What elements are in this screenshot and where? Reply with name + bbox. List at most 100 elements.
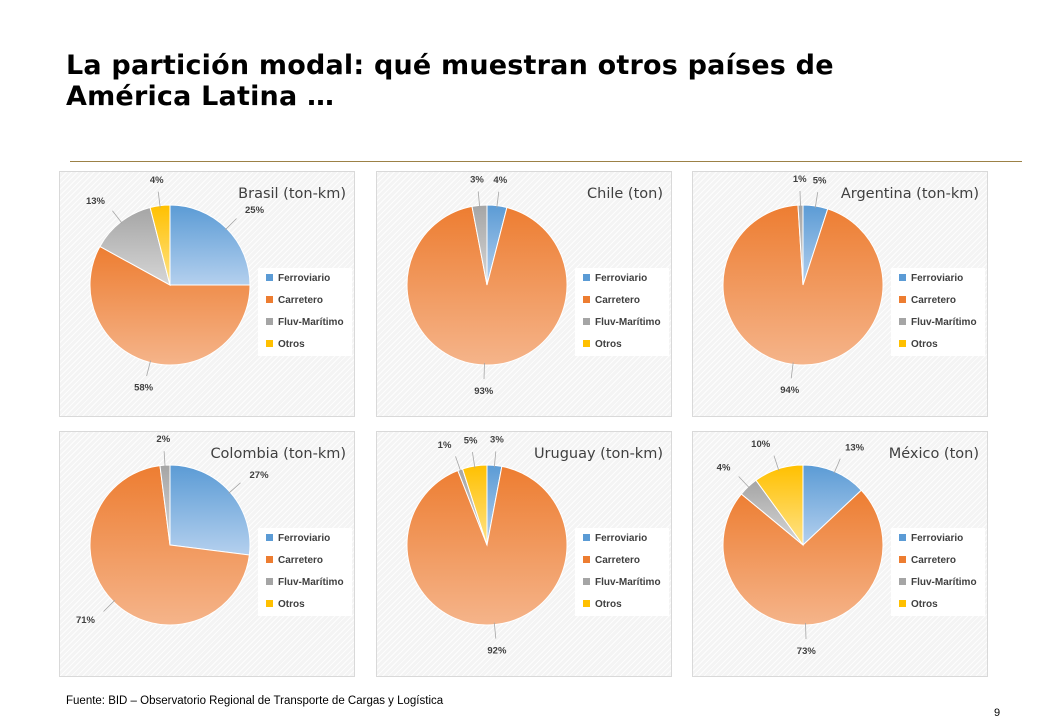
leader-line-colombia-fluv-maritimo: [163, 451, 166, 468]
chart-panel-chile: 4% 93% 3% Chile (ton) Ferroviario Carretero Fl…: [376, 171, 672, 417]
legend-label-argentina-ferroviario: Ferroviario: [911, 273, 963, 284]
legend-label-colombia-carretero: Carretero: [278, 555, 323, 566]
legend-swatch-brasil-fluv-maritimo: [266, 318, 273, 325]
chart-title-argentina: Argentina (ton-km): [841, 186, 979, 202]
legend-swatch-argentina-carretero: [899, 296, 906, 303]
pie-chart-chile: 4% 93% 3% Chile (ton) Ferroviario Carretero Fl…: [406, 175, 669, 397]
legend-label-argentina-carretero: Carretero: [911, 295, 956, 306]
leader-line-chile-carretero: [483, 362, 485, 380]
leader-line-chile-fluv-maritimo: [477, 191, 481, 208]
leader-line-uruguay-ferroviario: [493, 451, 497, 468]
legend-mexico: [891, 528, 985, 616]
data-label-brasil-fluv-maritimo: 13%: [86, 196, 106, 207]
legend-label-colombia-fluv-maritimo: Fluv-Marítimo: [278, 577, 344, 588]
legend-swatch-mexico-carretero: [899, 556, 906, 563]
legend-swatch-argentina-fluv-maritimo: [899, 318, 906, 325]
legend-swatch-brasil-ferroviario: [266, 274, 273, 281]
leader-line-argentina-carretero: [790, 362, 794, 379]
legend-swatch-uruguay-fluv-maritimo: [583, 578, 590, 585]
legend-swatch-uruguay-ferroviario: [583, 534, 590, 541]
legend-swatch-uruguay-carretero: [583, 556, 590, 563]
pie-chart-uruguay: 3% 92% 1% 5% Uruguay (ton-km) Ferroviario Carr…: [406, 435, 669, 657]
legend-swatch-brasil-carretero: [266, 296, 273, 303]
chart-panel-colombia: 27% 71% 2% Colombia (ton-km) Ferroviario Carr…: [59, 431, 355, 677]
data-label-argentina-fluv-maritimo: 1%: [793, 174, 807, 185]
legend-label-uruguay-carretero: Carretero: [595, 555, 640, 566]
legend-label-chile-otros: Otros: [595, 339, 622, 350]
leader-line-uruguay-carretero: [493, 622, 497, 639]
title-divider: [70, 161, 1022, 162]
leader-line-chile-ferroviario: [496, 191, 500, 208]
legend-colombia: [258, 528, 352, 616]
leader-line-argentina-fluv-maritimo: [799, 190, 801, 208]
legend-label-brasil-ferroviario: Ferroviario: [278, 273, 330, 284]
chart-panel-brasil: 25% 58% 13% 4% Brasil (ton-km) Ferroviario Car…: [59, 171, 355, 417]
leader-line-argentina-ferroviario: [814, 192, 819, 209]
data-label-chile-carretero: 93%: [474, 386, 494, 397]
legend-label-argentina-otros: Otros: [911, 339, 938, 350]
legend-swatch-uruguay-otros: [583, 600, 590, 607]
data-label-chile-ferroviario: 4%: [493, 175, 507, 186]
chart-panel-uruguay: 3% 92% 1% 5% Uruguay (ton-km) Ferroviario Carr…: [376, 431, 672, 677]
data-label-brasil-carretero: 58%: [134, 383, 154, 394]
legend-label-mexico-otros: Otros: [911, 599, 938, 610]
pie-chart-colombia: 27% 71% 2% Colombia (ton-km) Ferroviario Carr…: [76, 434, 352, 626]
legend-label-brasil-carretero: Carretero: [278, 295, 323, 306]
legend-label-argentina-fluv-maritimo: Fluv-Marítimo: [911, 317, 977, 328]
legend-swatch-mexico-ferroviario: [899, 534, 906, 541]
legend-swatch-argentina-otros: [899, 340, 906, 347]
leader-line-colombia-ferroviario: [228, 482, 241, 494]
legend-brasil: [258, 268, 352, 356]
legend-label-mexico-fluv-maritimo: Fluv-Marítimo: [911, 577, 977, 588]
chart-title-colombia: Colombia (ton-km): [210, 446, 346, 462]
legend-swatch-colombia-otros: [266, 600, 273, 607]
legend-swatch-colombia-carretero: [266, 556, 273, 563]
data-label-mexico-carretero: 73%: [797, 646, 817, 657]
legend-label-uruguay-otros: Otros: [595, 599, 622, 610]
leader-line-mexico-carretero: [805, 622, 807, 640]
legend-swatch-chile-ferroviario: [583, 274, 590, 281]
data-label-colombia-carretero: 71%: [76, 615, 96, 626]
data-label-uruguay-otros: 5%: [464, 435, 478, 446]
legend-label-chile-carretero: Carretero: [595, 295, 640, 306]
data-label-argentina-ferroviario: 5%: [813, 175, 827, 186]
data-label-uruguay-ferroviario: 3%: [490, 435, 504, 446]
data-label-brasil-otros: 4%: [150, 175, 164, 186]
chart-title-chile: Chile (ton): [587, 186, 663, 202]
pie-chart-brasil: 25% 58% 13% 4% Brasil (ton-km) Ferroviario Car…: [86, 175, 352, 394]
legend-label-colombia-ferroviario: Ferroviario: [278, 533, 330, 544]
data-label-argentina-carretero: 94%: [780, 385, 800, 396]
data-label-colombia-ferroviario: 27%: [250, 470, 270, 481]
data-label-colombia-fluv-maritimo: 2%: [156, 434, 170, 445]
source-note: Fuente: BID – Observatorio Regional de T…: [66, 695, 444, 707]
leader-line-brasil-carretero: [146, 360, 151, 377]
leader-line-uruguay-fluv-maritimo: [455, 456, 462, 472]
data-label-mexico-ferroviario: 13%: [845, 443, 865, 454]
legend-swatch-brasil-otros: [266, 340, 273, 347]
chart-title-mexico: México (ton): [889, 446, 979, 462]
pie-slice-colombia-ferroviario: [169, 464, 251, 556]
leader-line-colombia-carretero: [103, 599, 116, 612]
legend-label-mexico-carretero: Carretero: [911, 555, 956, 566]
leader-line-uruguay-otros: [472, 452, 476, 468]
chart-title-brasil: Brasil (ton-km): [238, 186, 346, 202]
pie-slice-brasil-ferroviario: [169, 204, 251, 286]
leader-line-brasil-otros: [157, 191, 161, 208]
pie-chart-mexico: 13% 73% 4% 10% México (ton) Ferroviario Carret…: [717, 439, 985, 657]
leader-line-mexico-fluv-maritimo: [738, 476, 750, 489]
legend-label-chile-ferroviario: Ferroviario: [595, 273, 647, 284]
data-label-brasil-ferroviario: 25%: [245, 205, 265, 216]
chart-panel-mexico: 13% 73% 4% 10% México (ton) Ferroviario Carret…: [692, 431, 988, 677]
page-number: 9: [994, 707, 1001, 719]
leader-line-brasil-fluv-maritimo: [112, 210, 123, 224]
data-label-mexico-otros: 10%: [751, 439, 771, 450]
legend-label-colombia-otros: Otros: [278, 599, 305, 610]
legend-swatch-chile-otros: [583, 340, 590, 347]
data-label-uruguay-fluv-maritimo: 1%: [438, 440, 452, 451]
leader-line-mexico-otros: [773, 455, 780, 471]
chart-title-uruguay: Uruguay (ton-km): [534, 446, 663, 462]
legend-swatch-chile-carretero: [583, 296, 590, 303]
legend-label-chile-fluv-maritimo: Fluv-Marítimo: [595, 317, 661, 328]
legend-swatch-chile-fluv-maritimo: [583, 318, 590, 325]
leader-line-mexico-ferroviario: [833, 458, 841, 474]
